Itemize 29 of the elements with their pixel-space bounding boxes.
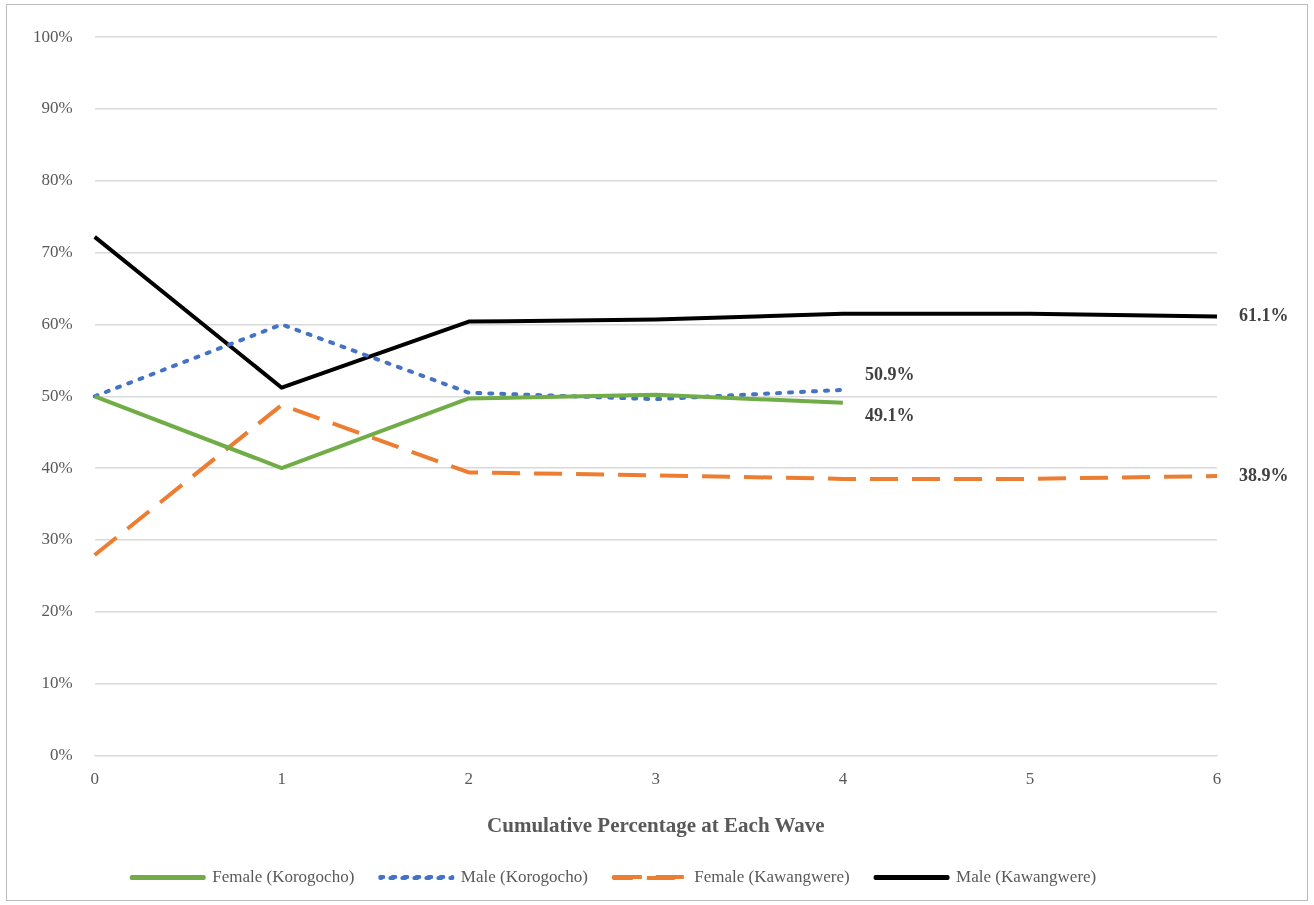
y-tick-label: 80% <box>41 170 73 190</box>
y-tick-label: 30% <box>41 529 73 549</box>
y-tick-label: 70% <box>41 242 73 262</box>
y-tick-label: 60% <box>41 313 73 333</box>
x-tick-label: 1 <box>277 769 286 789</box>
line-series <box>92 402 1219 558</box>
x-tick-label: 3 <box>651 769 661 789</box>
x-axis-title: Cumulative Percentage at Each Wave <box>487 812 825 837</box>
y-tick-label: 40% <box>41 457 73 477</box>
x-tick-label: 4 <box>838 769 848 789</box>
y-tick-label: 10% <box>41 673 73 693</box>
y-tick-label: 90% <box>41 98 73 118</box>
x-tick-label: 0 <box>90 769 99 789</box>
y-tick-label: 100% <box>32 26 73 46</box>
legend-label: Male (Korogocho) <box>460 866 588 886</box>
y-tick-label: 20% <box>41 601 73 621</box>
y-tick-label: 50% <box>41 385 73 405</box>
data-label: 49.1% <box>864 405 915 426</box>
line-series <box>92 322 845 402</box>
legend-label: Male (Kawangwere) <box>956 866 1097 886</box>
data-label: 61.1% <box>1239 305 1289 326</box>
data-label: 50.9% <box>864 364 915 385</box>
y-tick-label: 0% <box>49 744 73 764</box>
x-tick-label: 2 <box>464 769 474 789</box>
legend-label: Female (Kawangwere) <box>694 866 850 886</box>
x-tick-label: 5 <box>1025 769 1035 789</box>
x-tick-label: 6 <box>1212 769 1222 789</box>
data-label: 38.9% <box>1239 464 1289 485</box>
legend-label: Female (Korogocho) <box>212 866 355 886</box>
